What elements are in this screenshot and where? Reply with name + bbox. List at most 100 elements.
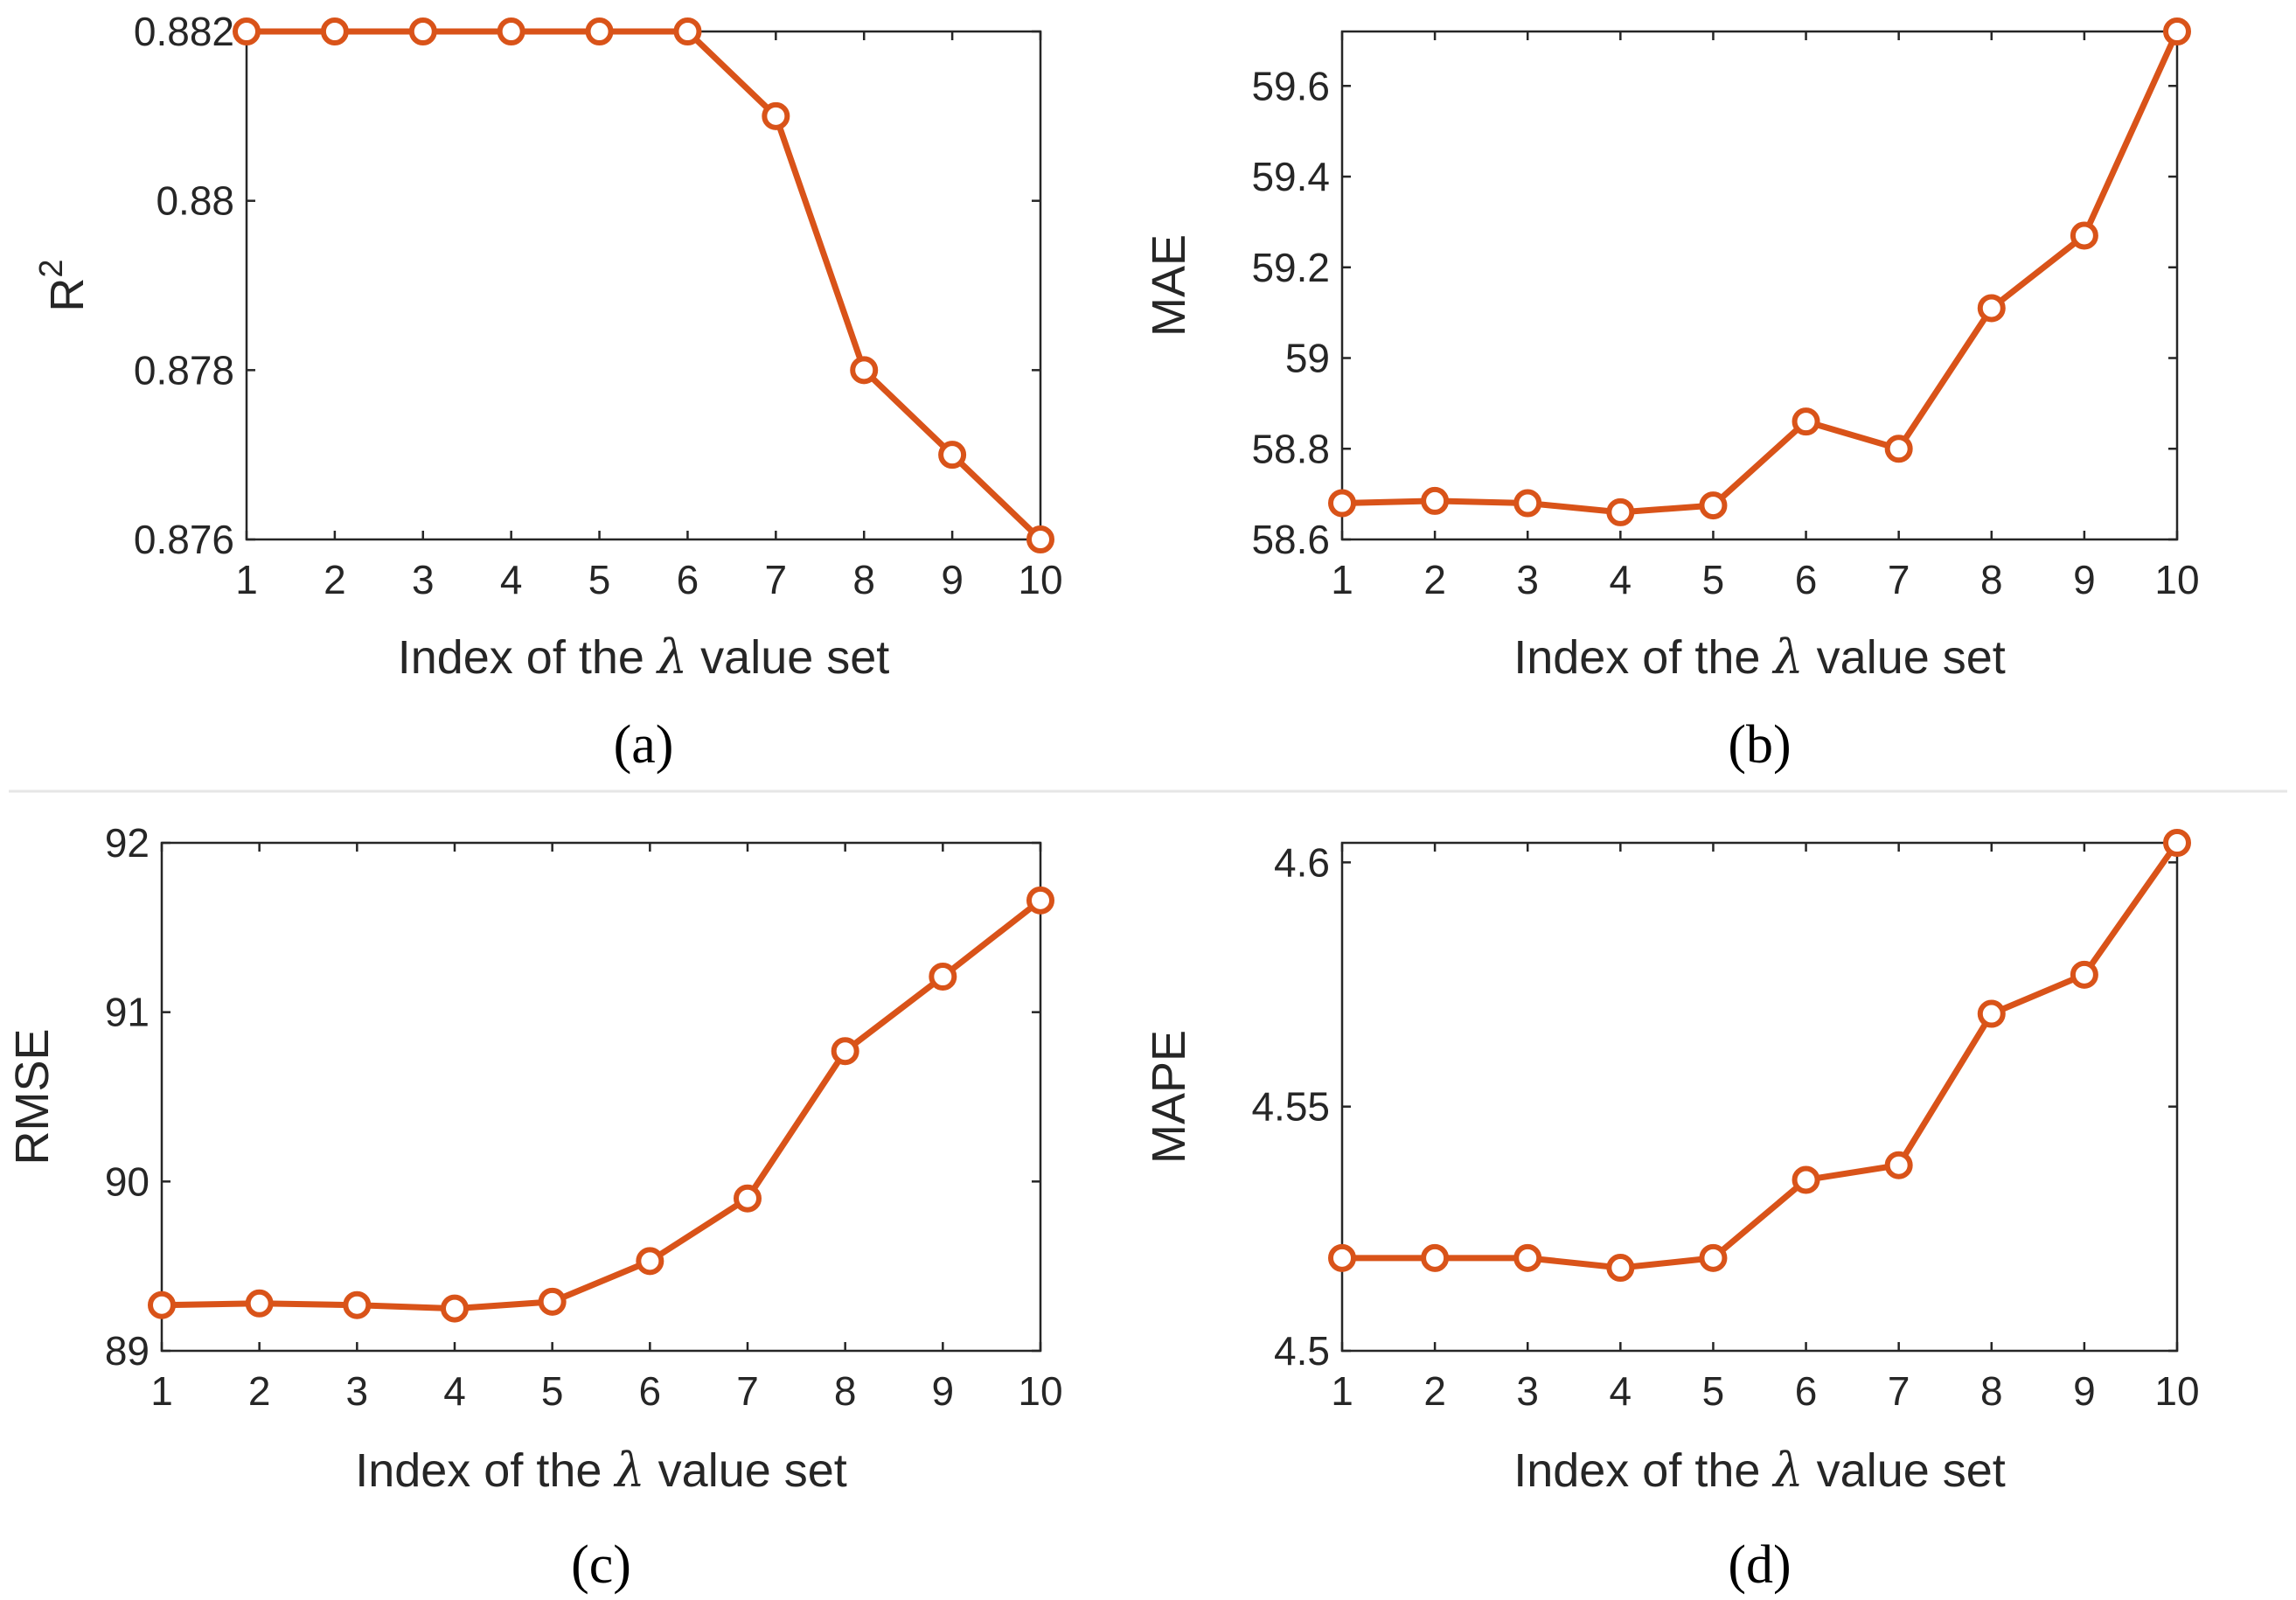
y-tick-label: 90 — [105, 1158, 150, 1204]
data-point — [233, 17, 261, 45]
x-tick-label: 8 — [834, 1368, 857, 1414]
panel-caption: (b) — [1728, 715, 1791, 775]
y-axis-label: MAPE — [1143, 1030, 1195, 1164]
lambda-symbol: λ — [1771, 630, 1803, 685]
y-tick-label: 4.55 — [1251, 1084, 1330, 1130]
x-tick-label: 5 — [541, 1368, 564, 1414]
lambda-symbol: λ — [613, 1443, 644, 1498]
x-axis-label-text: Index of the — [1513, 631, 1773, 684]
y-tick-label: 91 — [105, 990, 150, 1035]
x-tick-label: 6 — [677, 557, 699, 602]
y-tick-label: 59 — [1285, 336, 1330, 381]
data-point — [1792, 1165, 1820, 1194]
x-axis-label-text: Index of the — [1513, 1444, 1773, 1497]
y-tick-label: 59.6 — [1251, 63, 1330, 108]
x-axis-label: Index of the λ value set — [355, 1443, 847, 1498]
x-tick-label: 3 — [1516, 1368, 1539, 1414]
y-axis-label-superscript: 2 — [33, 259, 70, 277]
x-tick-label: 2 — [324, 557, 346, 602]
x-tick-label: 7 — [736, 1368, 759, 1414]
data-point — [1884, 1151, 1913, 1179]
y-tick-label: 92 — [105, 820, 150, 866]
x-tick-label: 8 — [1980, 1368, 2003, 1414]
series-line — [1339, 28, 2181, 516]
x-tick-label: 1 — [150, 1368, 173, 1414]
x-tick-label: 9 — [2073, 557, 2096, 602]
y-tick-label: 58.8 — [1251, 426, 1330, 471]
data-point — [497, 17, 525, 45]
x-axis-label: Index of the λ value set — [1513, 1443, 2006, 1498]
x-tick-label: 10 — [1018, 557, 1062, 602]
data-point — [2163, 829, 2191, 857]
panel-d: 1 2 3 4 5 6 7 8 9 10 4.5 4.55 4.6 Index of the λ valu… — [1143, 829, 2200, 1595]
y-tick-label: 0.878 — [134, 347, 234, 393]
data-point — [1884, 435, 1913, 463]
x-axis-label-text: value set — [1804, 631, 2006, 684]
panel-caption: (a) — [614, 715, 674, 775]
y-axis-label-text: RMSE — [6, 1028, 59, 1165]
series-line — [1339, 839, 2181, 1271]
x-tick-label: 1 — [235, 557, 258, 602]
x-tick-label: 7 — [1888, 557, 1910, 602]
y-tick-label: 0.882 — [134, 9, 234, 54]
y-tick-label: 89 — [105, 1328, 150, 1374]
data-point — [1026, 525, 1054, 553]
x-tick-label: 7 — [1888, 1368, 1910, 1414]
data-point — [408, 17, 437, 45]
data-point — [1977, 999, 2006, 1028]
y-tick-label: 59.4 — [1251, 154, 1330, 199]
y-axis-label-text: R — [41, 278, 94, 312]
x-tick-label: 8 — [852, 557, 875, 602]
axes-box — [160, 841, 1042, 1353]
x-tick-label: 6 — [1795, 557, 1818, 602]
y-axis-label: MAE — [1143, 234, 1195, 337]
data-point — [1513, 1243, 1542, 1272]
data-point — [850, 356, 879, 385]
x-tick-label: 4 — [1610, 557, 1632, 602]
x-tick-label: 9 — [932, 1368, 955, 1414]
y-tick-label: 0.876 — [134, 517, 234, 562]
x-tick-label: 10 — [2154, 557, 2199, 602]
y-tick-label: 4.6 — [1274, 839, 1330, 885]
data-point — [245, 1289, 274, 1318]
x-tick-label: 3 — [346, 1368, 369, 1414]
y-axis-label-text: MAE — [1143, 234, 1195, 337]
x-axis-label: Index of the λ value set — [398, 630, 890, 685]
data-point — [585, 17, 614, 45]
x-axis-label-text: value set — [687, 631, 889, 684]
axes-box — [1340, 30, 2179, 541]
x-axis-label-text: Index of the — [355, 1444, 615, 1497]
y-axis-label-text: MAPE — [1143, 1030, 1195, 1164]
x-tick-label: 5 — [588, 557, 611, 602]
x-tick-label: 5 — [1702, 1368, 1725, 1414]
y-axis-label: R2 — [33, 259, 94, 311]
x-axis-label-text: value set — [645, 1444, 847, 1497]
x-tick-label: 6 — [639, 1368, 662, 1414]
data-point — [1328, 1243, 1356, 1272]
data-point — [938, 441, 967, 470]
data-point — [673, 17, 702, 45]
x-tick-label: 2 — [248, 1368, 271, 1414]
y-tick-label: 59.2 — [1251, 245, 1330, 290]
x-tick-label: 10 — [2154, 1368, 2199, 1414]
x-axis-label-text: value set — [1804, 1444, 2006, 1497]
y-axis-label: RMSE — [6, 1028, 59, 1165]
data-point — [1421, 1243, 1450, 1272]
y-tick-label: 4.5 — [1274, 1328, 1330, 1374]
data-point — [734, 1184, 762, 1213]
data-point — [2163, 17, 2191, 45]
data-point — [1606, 497, 1635, 526]
series-line — [243, 28, 1044, 543]
data-point — [2070, 221, 2098, 250]
x-tick-label: 3 — [1516, 557, 1539, 602]
data-point — [1792, 407, 1820, 436]
x-tick-label: 6 — [1795, 1368, 1818, 1414]
data-point — [1513, 489, 1542, 518]
panel-a: 1 2 3 4 5 6 7 8 9 10 0.876 0.878 0.88 0.882 Index of t… — [33, 9, 1063, 775]
x-tick-label: 7 — [765, 557, 788, 602]
x-tick-label: 1 — [1331, 557, 1353, 602]
x-tick-label: 4 — [500, 557, 523, 602]
